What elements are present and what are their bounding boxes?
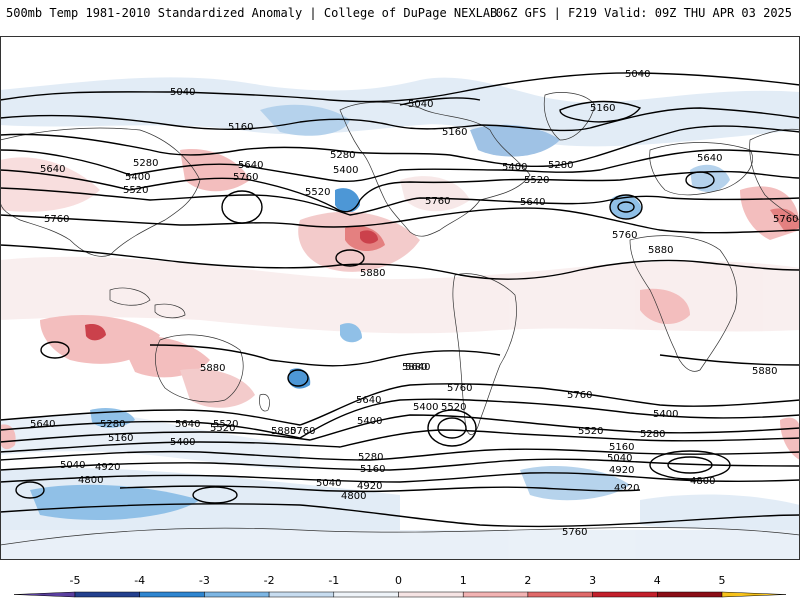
contour-label: 5520: [210, 423, 235, 434]
colorbar-tick-label: 3: [589, 574, 596, 587]
anomaly-map: 5040 5040 5040 5160 5160 5160 5280 5280 …: [0, 36, 800, 560]
colorbar-tick-label: -5: [70, 574, 81, 587]
contour-label: 4920: [357, 481, 382, 492]
colorbar-segment: [592, 591, 658, 598]
colorbar-segment: [139, 591, 205, 598]
colorbar-segment: [74, 591, 140, 598]
contour-label: 5280: [548, 160, 573, 171]
colorbar-tick-label: 4: [654, 574, 661, 587]
contour-label: 5040: [60, 460, 85, 471]
colorbar-tick-label: -1: [328, 574, 339, 587]
contour-label: 5400: [502, 162, 527, 173]
colorbar-segment: [527, 591, 593, 598]
contour-label: 5880: [648, 245, 673, 256]
contour-label: 4800: [341, 491, 366, 502]
contour-label: 5280: [100, 419, 125, 430]
contour-label: 5880: [402, 362, 427, 373]
colorbar-tick-label: 0: [395, 574, 402, 587]
contour-label: 5160: [108, 433, 133, 444]
map-header: 500mb Temp 1981-2010 Standardized Anomal…: [0, 0, 800, 36]
contour-label: 5640: [697, 153, 722, 164]
contour-label: 5880: [271, 426, 296, 437]
contour-label: 5160: [228, 122, 253, 133]
contour-label: 5040: [625, 69, 650, 80]
contour-label: 5760: [233, 172, 258, 183]
contour-label: 5400: [653, 409, 678, 420]
height-contours: [0, 72, 800, 528]
contour-label: 5760: [567, 390, 592, 401]
contour-label: 5760: [562, 527, 587, 538]
colorbar-segment: [333, 591, 399, 598]
contour-label: 5400: [125, 172, 150, 183]
contour-label: 5640: [405, 362, 430, 373]
anomaly-shading: [0, 77, 800, 560]
contour-label: 5640: [175, 419, 200, 430]
colorbar-max-arrow: [721, 591, 787, 598]
contour-label: 5400: [333, 165, 358, 176]
contour-label: 5760: [612, 230, 637, 241]
colorbar-tick-label: 1: [460, 574, 467, 587]
contour-label: 5640: [30, 419, 55, 430]
contour-label: 4800: [78, 475, 103, 486]
colorbar-segment: [204, 591, 270, 598]
contour-label: 5280: [133, 158, 158, 169]
colorbar-tick-label: 2: [524, 574, 531, 587]
contour-label: 5520: [441, 402, 466, 413]
contour-label: 5400: [357, 416, 382, 427]
contour-label: 5040: [316, 478, 341, 489]
colorbar-tick-label: -3: [199, 574, 210, 587]
colorbar-bar: [13, 591, 787, 598]
contour-label: 5160: [360, 464, 385, 475]
contour-label: 5520: [524, 175, 549, 186]
colorbar-segment: [657, 591, 723, 598]
contour-label: 5160: [609, 442, 634, 453]
contour-label: 5400: [413, 402, 438, 413]
contour-label: 5280: [358, 452, 383, 463]
contour-label: 5640: [356, 395, 381, 406]
contour-label: 5760: [44, 214, 69, 225]
colorbar-tick-label: -4: [134, 574, 145, 587]
contour-label: 5760: [773, 214, 798, 225]
contour-label: 5640: [238, 160, 263, 171]
colorbar-tick-label: -2: [264, 574, 275, 587]
contour-label: 5280: [640, 429, 665, 440]
contour-label: 5040: [607, 453, 632, 464]
contour-label: 5160: [442, 127, 467, 138]
contour-label: 4920: [614, 483, 639, 494]
contour-label: 5160: [590, 103, 615, 114]
contour-label: 5880: [752, 366, 777, 377]
contour-label: 5760: [425, 196, 450, 207]
contour-label: 5880: [200, 363, 225, 374]
contour-label: 5520: [213, 419, 238, 430]
contour-label: 5520: [305, 187, 330, 198]
colorbar-min-arrow: [13, 591, 76, 598]
colorbar-segment: [268, 591, 335, 598]
colorbar-segment: [462, 591, 529, 598]
contour-label: 5400: [170, 437, 195, 448]
contour-label: 4920: [609, 465, 634, 476]
map-title: 500mb Temp 1981-2010 Standardized Anomal…: [6, 6, 498, 20]
contour-label: 4920: [95, 462, 120, 473]
colorbar-legend: -5 -4 -3 -2 -1 0 1 2 3 4 5: [13, 574, 787, 598]
contour-label: 5880: [360, 268, 385, 279]
contour-label: 5640: [520, 197, 545, 208]
contour-labels: 5040 5040 5040 5160 5160 5160 5280 5280 …: [30, 69, 798, 538]
contour-label: 4800: [690, 476, 715, 487]
model-run-info: 06Z GFS | F219 Valid: 09Z THU APR 03 202…: [495, 6, 792, 20]
colorbar-tick-label: 5: [719, 574, 726, 587]
colorbar-segment: [398, 591, 464, 598]
colorbar-tick-labels: -5 -4 -3 -2 -1 0 1 2 3 4 5: [70, 574, 726, 587]
contour-label: 5040: [408, 99, 433, 110]
contour-label: 5760: [290, 426, 315, 437]
contour-label: 5520: [123, 185, 148, 196]
contour-label: 5040: [170, 87, 195, 98]
contour-label: 5280: [330, 150, 355, 161]
contour-label: 5760: [447, 383, 472, 394]
contour-label: 5520: [578, 426, 603, 437]
contour-label: 5640: [40, 164, 65, 175]
